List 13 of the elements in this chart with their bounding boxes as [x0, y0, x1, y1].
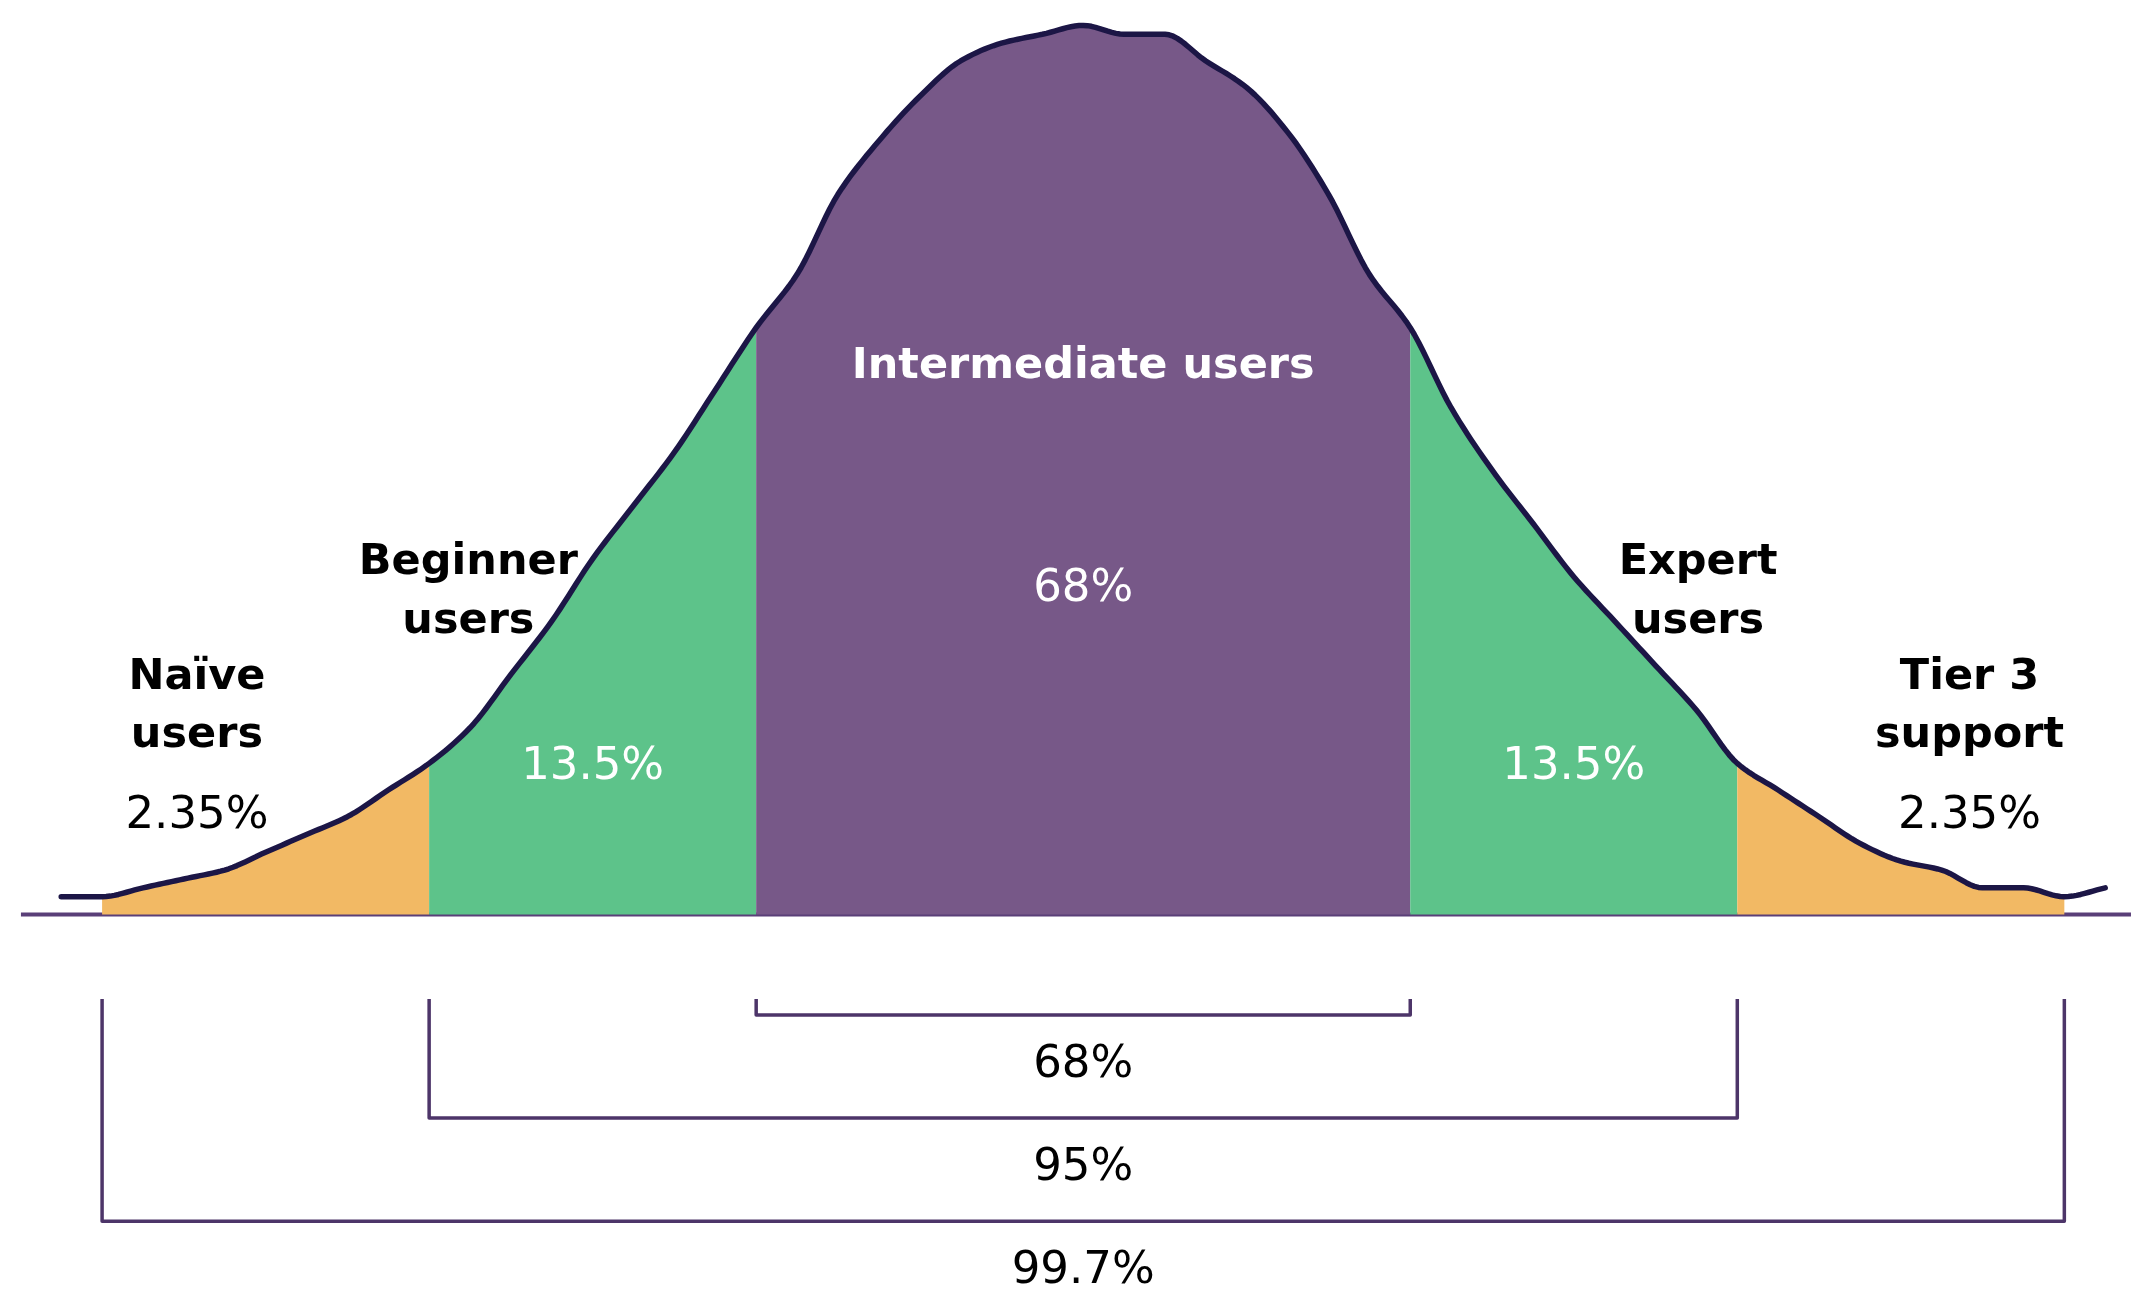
text: Naïve users — [128, 649, 266, 758]
annotation: 13.5% — [1502, 736, 1646, 790]
series-label: Expert users — [1618, 533, 1778, 644]
annotation: 2.35% — [125, 785, 269, 839]
series-label: Intermediate users — [851, 338, 1315, 389]
annotation: 2.35% — [1898, 785, 2041, 839]
text: 99.7% — [1011, 1240, 1155, 1294]
series-label: Tier 3 support — [1874, 649, 2065, 758]
series-label: Beginner users — [358, 533, 579, 644]
text: 68% — [1033, 1034, 1134, 1088]
annotation: 13.5% — [521, 736, 665, 790]
annotation: 68% — [1033, 559, 1134, 613]
text: 95% — [1033, 1137, 1134, 1191]
